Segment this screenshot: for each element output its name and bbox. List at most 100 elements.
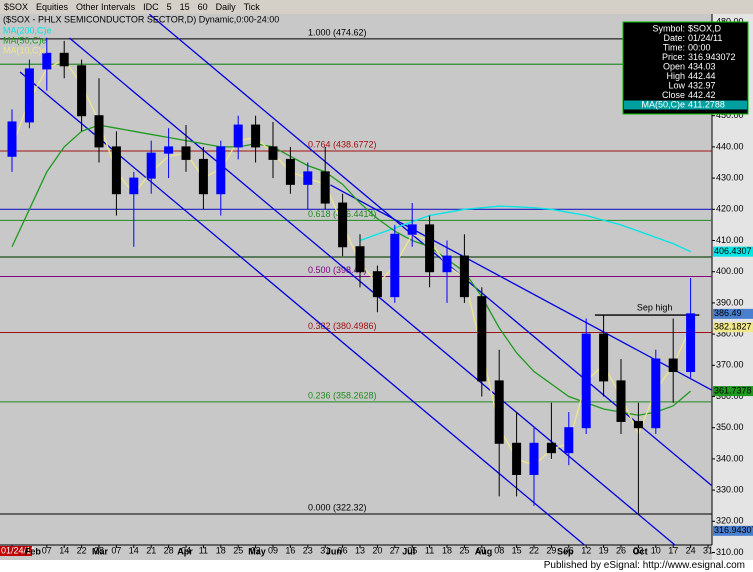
data-window-highlight — [624, 100, 747, 110]
candle-body — [320, 171, 330, 204]
footer: Published by eSignal: http://www.esignal… — [543, 560, 745, 571]
trendline — [330, 184, 712, 391]
month-label: Mar — [92, 546, 109, 556]
y-tick-label: 450.00 — [716, 110, 744, 120]
candle-body — [42, 52, 52, 70]
candle-body — [564, 427, 574, 454]
month-label: Jun — [326, 546, 342, 556]
data-window-value: 442.42 — [688, 90, 716, 100]
month-label: Feb — [25, 546, 42, 556]
candle-body — [94, 115, 104, 148]
y-tick-label: 420.00 — [716, 204, 744, 214]
price-marker-label: 406.4307 — [714, 246, 752, 256]
candle-body — [129, 177, 139, 195]
candle-body — [477, 296, 487, 382]
fib-label: 0.382 (380.4986) — [308, 321, 377, 331]
price-marker-label: 316.943072 — [714, 525, 753, 535]
x-tick-label: 20 — [372, 545, 382, 555]
data-window-value: 432.97 — [688, 80, 716, 90]
fib-label: 0.000 (322.32) — [308, 502, 367, 512]
data-window-key: Open — [663, 61, 685, 71]
data-window-key: Date: — [663, 33, 685, 43]
data-window-value: 01/24/11 — [688, 33, 722, 43]
y-tick-label: 430.00 — [716, 172, 744, 182]
toolbar-button[interactable]: Other Intervals — [76, 2, 136, 12]
data-window-value: 316.943072 — [688, 52, 736, 62]
candle-body — [616, 380, 626, 422]
month-label: May — [248, 546, 266, 556]
month-label: Apr — [177, 546, 193, 556]
x-tick-label: 10 — [651, 545, 661, 555]
x-tick-label: 01/24/11 — [1, 545, 35, 555]
moving-average — [11, 58, 692, 466]
toolbar-button[interactable]: IDC — [143, 2, 159, 12]
x-tick-label: 08 — [494, 545, 504, 555]
x-tick-label: 28 — [164, 545, 174, 555]
x-tick-label: 25 — [459, 545, 469, 555]
candle-body — [372, 271, 382, 298]
toolbar-button[interactable]: 15 — [179, 2, 190, 12]
toolbar: $SOX Equities Other Intervals IDC 5 15 60 Dail… — [0, 0, 753, 14]
plot-area — [0, 14, 712, 545]
toolbar-button[interactable]: Tick — [243, 2, 260, 12]
data-window-key: Time: — [663, 42, 685, 52]
candle-body — [407, 224, 417, 235]
price-marker — [713, 386, 753, 397]
x-tick-label: 17 — [668, 545, 678, 555]
x-tick-label: 12 — [581, 545, 591, 555]
candle-body — [494, 380, 504, 444]
x-tick-label: 31 — [320, 545, 330, 555]
x-tick-label: 13 — [355, 545, 365, 555]
y-tick-label: 390.00 — [716, 297, 744, 307]
toolbar-button[interactable]: Daily — [215, 2, 236, 12]
y-tick-label: 400.00 — [716, 266, 744, 276]
month-label: Sep — [557, 546, 574, 556]
candle-body — [59, 52, 69, 67]
y-tick-label: 370.00 — [716, 360, 744, 370]
moving-average — [359, 205, 691, 253]
toolbar-button[interactable]: 60 — [197, 2, 208, 12]
fib-label: 0.236 (358.2628) — [308, 390, 377, 400]
sep-high-label: Sep high — [637, 302, 673, 312]
candle-body — [581, 333, 591, 429]
x-tick-label: 03 — [633, 545, 643, 555]
fib-label: 1.000 (474.62) — [308, 27, 367, 37]
x-tick-label: 06 — [338, 545, 348, 555]
x-tick-label: 16 — [285, 545, 295, 555]
x-tick-label: 11 — [425, 545, 434, 555]
legend-entry: MA(50,C)e — [3, 35, 47, 45]
candle-body — [442, 255, 452, 273]
candle-body — [216, 146, 226, 195]
candle-body — [285, 158, 295, 185]
x-start-box — [0, 546, 32, 556]
data-window-value: 442.44 — [688, 71, 716, 81]
price-marker-label: 386.49 — [714, 308, 742, 318]
candle-body — [268, 146, 278, 160]
x-tick-label: 25 — [233, 545, 243, 555]
month-label: Aug — [475, 546, 493, 556]
month-label: Oct — [633, 546, 648, 556]
toolbar-button[interactable]: 5 — [166, 2, 172, 12]
fib-label: 0.764 (438.6772) — [308, 139, 377, 149]
x-tick-label: 29 — [546, 545, 556, 555]
candle-body — [529, 442, 539, 475]
y-tick-label: 340.00 — [716, 453, 744, 463]
candle-body — [651, 358, 661, 429]
candle-body — [303, 171, 313, 185]
x-tick-label: 14 — [59, 545, 69, 555]
x-tick-label: 19 — [599, 545, 609, 555]
price-marker-label: 361.7378 — [714, 385, 752, 395]
x-tick-label: 23 — [303, 545, 313, 555]
y-tick-label: 410.00 — [716, 235, 744, 245]
toolbar-button[interactable]: Equities — [36, 2, 69, 12]
symbol-box[interactable]: $SOX — [4, 2, 29, 12]
candle-body — [77, 65, 87, 117]
x-tick-label: 22 — [77, 545, 87, 555]
data-window-value: 411.2788 — [688, 99, 725, 109]
data-window-key: Low — [668, 80, 685, 90]
candle-body — [7, 121, 17, 157]
y-tick-label: 310.00 — [716, 547, 744, 557]
candle-body — [459, 255, 469, 298]
data-window-value: 00:00 — [688, 42, 711, 52]
